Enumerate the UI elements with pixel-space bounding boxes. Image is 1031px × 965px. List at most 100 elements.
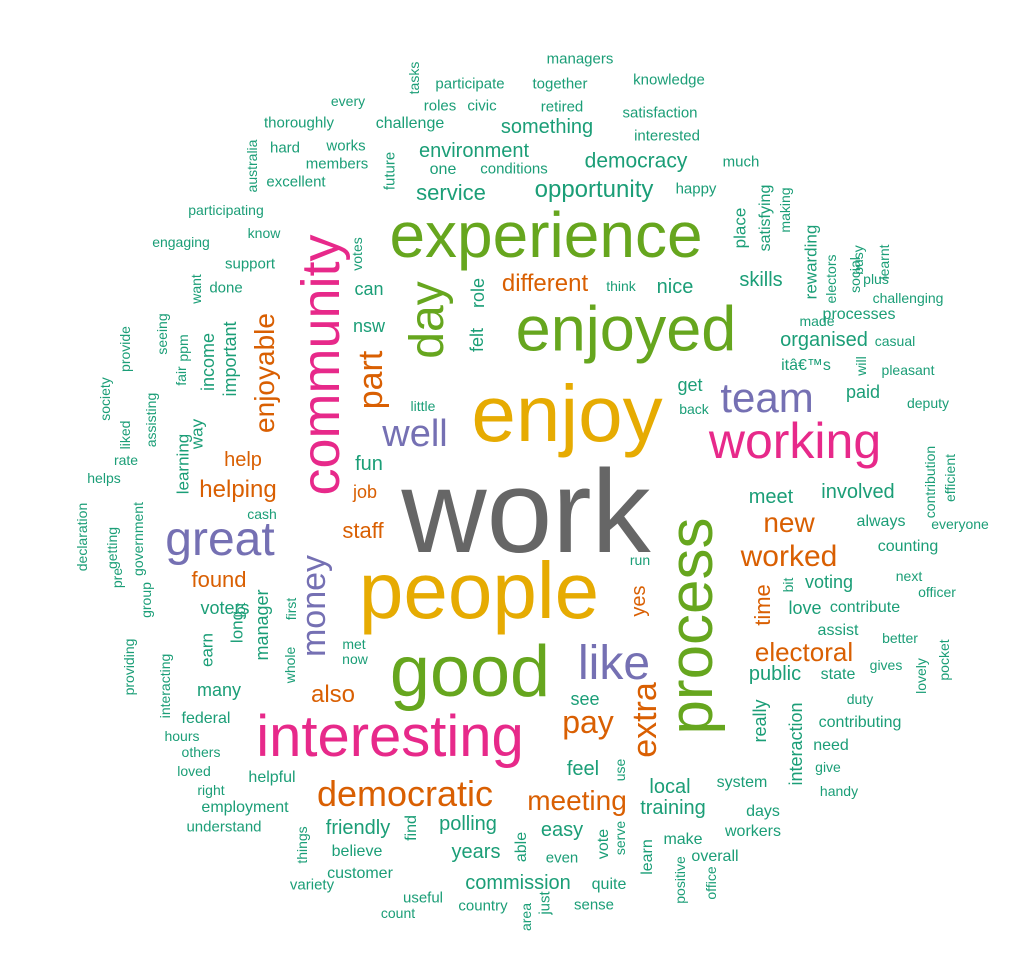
word-58: love bbox=[788, 598, 822, 618]
word-194: gives bbox=[869, 657, 903, 673]
word-108: things bbox=[294, 826, 310, 864]
word-131: tasks bbox=[406, 61, 422, 95]
word-150: cash bbox=[247, 506, 277, 522]
word-185: learnt bbox=[876, 244, 892, 280]
word-66: really bbox=[750, 699, 770, 743]
word-189: everyone bbox=[931, 516, 989, 532]
word-37: environment bbox=[418, 140, 530, 162]
word-50: commission bbox=[465, 872, 571, 894]
word-181: plus bbox=[863, 271, 889, 287]
word-43: meet bbox=[748, 486, 794, 508]
word-33: job bbox=[352, 482, 378, 502]
word-183: electors bbox=[823, 254, 839, 304]
word-91: vote bbox=[595, 828, 612, 860]
word-156: interacting bbox=[157, 653, 173, 719]
word-116: one bbox=[429, 161, 457, 178]
word-93: believe bbox=[331, 843, 383, 860]
word-149: government bbox=[130, 502, 146, 576]
word-8: community bbox=[291, 234, 351, 496]
word-6: experience bbox=[389, 199, 703, 271]
word-123: retired bbox=[540, 98, 584, 116]
word-77: processes bbox=[822, 306, 896, 323]
word-14: money bbox=[295, 554, 333, 658]
word-40: skills bbox=[739, 269, 783, 291]
word-164: met bbox=[342, 636, 366, 652]
word-94: customer bbox=[327, 865, 393, 882]
word-191: officer bbox=[918, 584, 956, 600]
word-59: voters bbox=[200, 598, 250, 618]
word-57: voting bbox=[804, 572, 854, 592]
word-173: back bbox=[679, 401, 709, 417]
word-69: many bbox=[196, 680, 242, 700]
word-39: nice bbox=[656, 276, 694, 298]
word-47: polling bbox=[439, 813, 497, 835]
word-45: public bbox=[748, 663, 802, 685]
word-46: local bbox=[649, 776, 691, 798]
word-41: organised bbox=[780, 329, 868, 351]
word-54: manager bbox=[252, 589, 272, 661]
word-153: pre bbox=[109, 567, 125, 589]
word-24: also bbox=[310, 681, 356, 708]
word-52: years bbox=[451, 841, 501, 863]
word-4: process bbox=[657, 517, 726, 735]
word-63: nsw bbox=[352, 316, 386, 336]
word-176: will bbox=[853, 356, 869, 376]
word-96: employment bbox=[201, 799, 289, 816]
word-16: democratic bbox=[316, 773, 494, 814]
word-157: hours bbox=[164, 728, 200, 744]
word-76: satisfying bbox=[757, 184, 774, 252]
word-36: service bbox=[416, 180, 486, 205]
word-81: contribute bbox=[829, 599, 901, 616]
word-64: role bbox=[468, 277, 488, 309]
word-95: helpful bbox=[248, 769, 296, 786]
word-188: efficient bbox=[942, 454, 958, 502]
word-86: system bbox=[716, 774, 768, 791]
word-179: deputy bbox=[906, 395, 950, 411]
word-129: happy bbox=[675, 180, 717, 198]
word-31: yes bbox=[628, 585, 650, 617]
word-61: get bbox=[677, 375, 703, 395]
word-133: participating bbox=[188, 202, 264, 218]
word-144: assisting bbox=[143, 392, 159, 448]
word-187: contribution bbox=[922, 445, 938, 519]
word-78: itâ€™s bbox=[781, 357, 831, 374]
word-112: hard bbox=[269, 139, 301, 157]
word-68: see bbox=[570, 689, 600, 709]
word-196: pocket bbox=[936, 639, 952, 681]
word-115: excellent bbox=[266, 173, 326, 191]
word-60: paid bbox=[845, 382, 881, 402]
word-109: understand bbox=[186, 818, 262, 836]
word-102: sense bbox=[573, 896, 615, 914]
word-19: extra bbox=[626, 682, 664, 758]
word-136: votes bbox=[349, 237, 365, 271]
word-34: opportunity bbox=[534, 176, 654, 203]
word-174: think bbox=[606, 278, 636, 294]
word-113: works bbox=[326, 137, 366, 155]
word-152: declaration bbox=[74, 502, 90, 572]
word-169: positive bbox=[672, 856, 688, 904]
word-120: roles bbox=[423, 97, 457, 115]
word-170: office bbox=[703, 866, 719, 900]
word-111: thoroughly bbox=[263, 114, 335, 132]
word-166: run bbox=[629, 552, 651, 568]
word-44: involved bbox=[821, 481, 895, 503]
word-48: friendly bbox=[325, 817, 391, 839]
word-3: good bbox=[389, 632, 551, 712]
word-171: area bbox=[518, 902, 534, 932]
word-98: find bbox=[403, 815, 420, 841]
word-163: lot bbox=[232, 602, 248, 618]
word-71: earn bbox=[197, 632, 217, 668]
word-105: useful bbox=[402, 889, 444, 907]
word-145: society bbox=[97, 377, 113, 421]
word-13: team bbox=[720, 374, 814, 421]
word-67: interaction bbox=[786, 702, 806, 786]
word-97: federal bbox=[181, 710, 231, 727]
word-195: lovely bbox=[913, 658, 929, 694]
word-110: challenge bbox=[375, 115, 445, 132]
word-29: help bbox=[224, 449, 262, 471]
word-74: place bbox=[730, 207, 750, 249]
word-146: liked bbox=[117, 420, 133, 450]
word-168: serve bbox=[612, 820, 628, 856]
word-121: civic bbox=[467, 97, 497, 115]
